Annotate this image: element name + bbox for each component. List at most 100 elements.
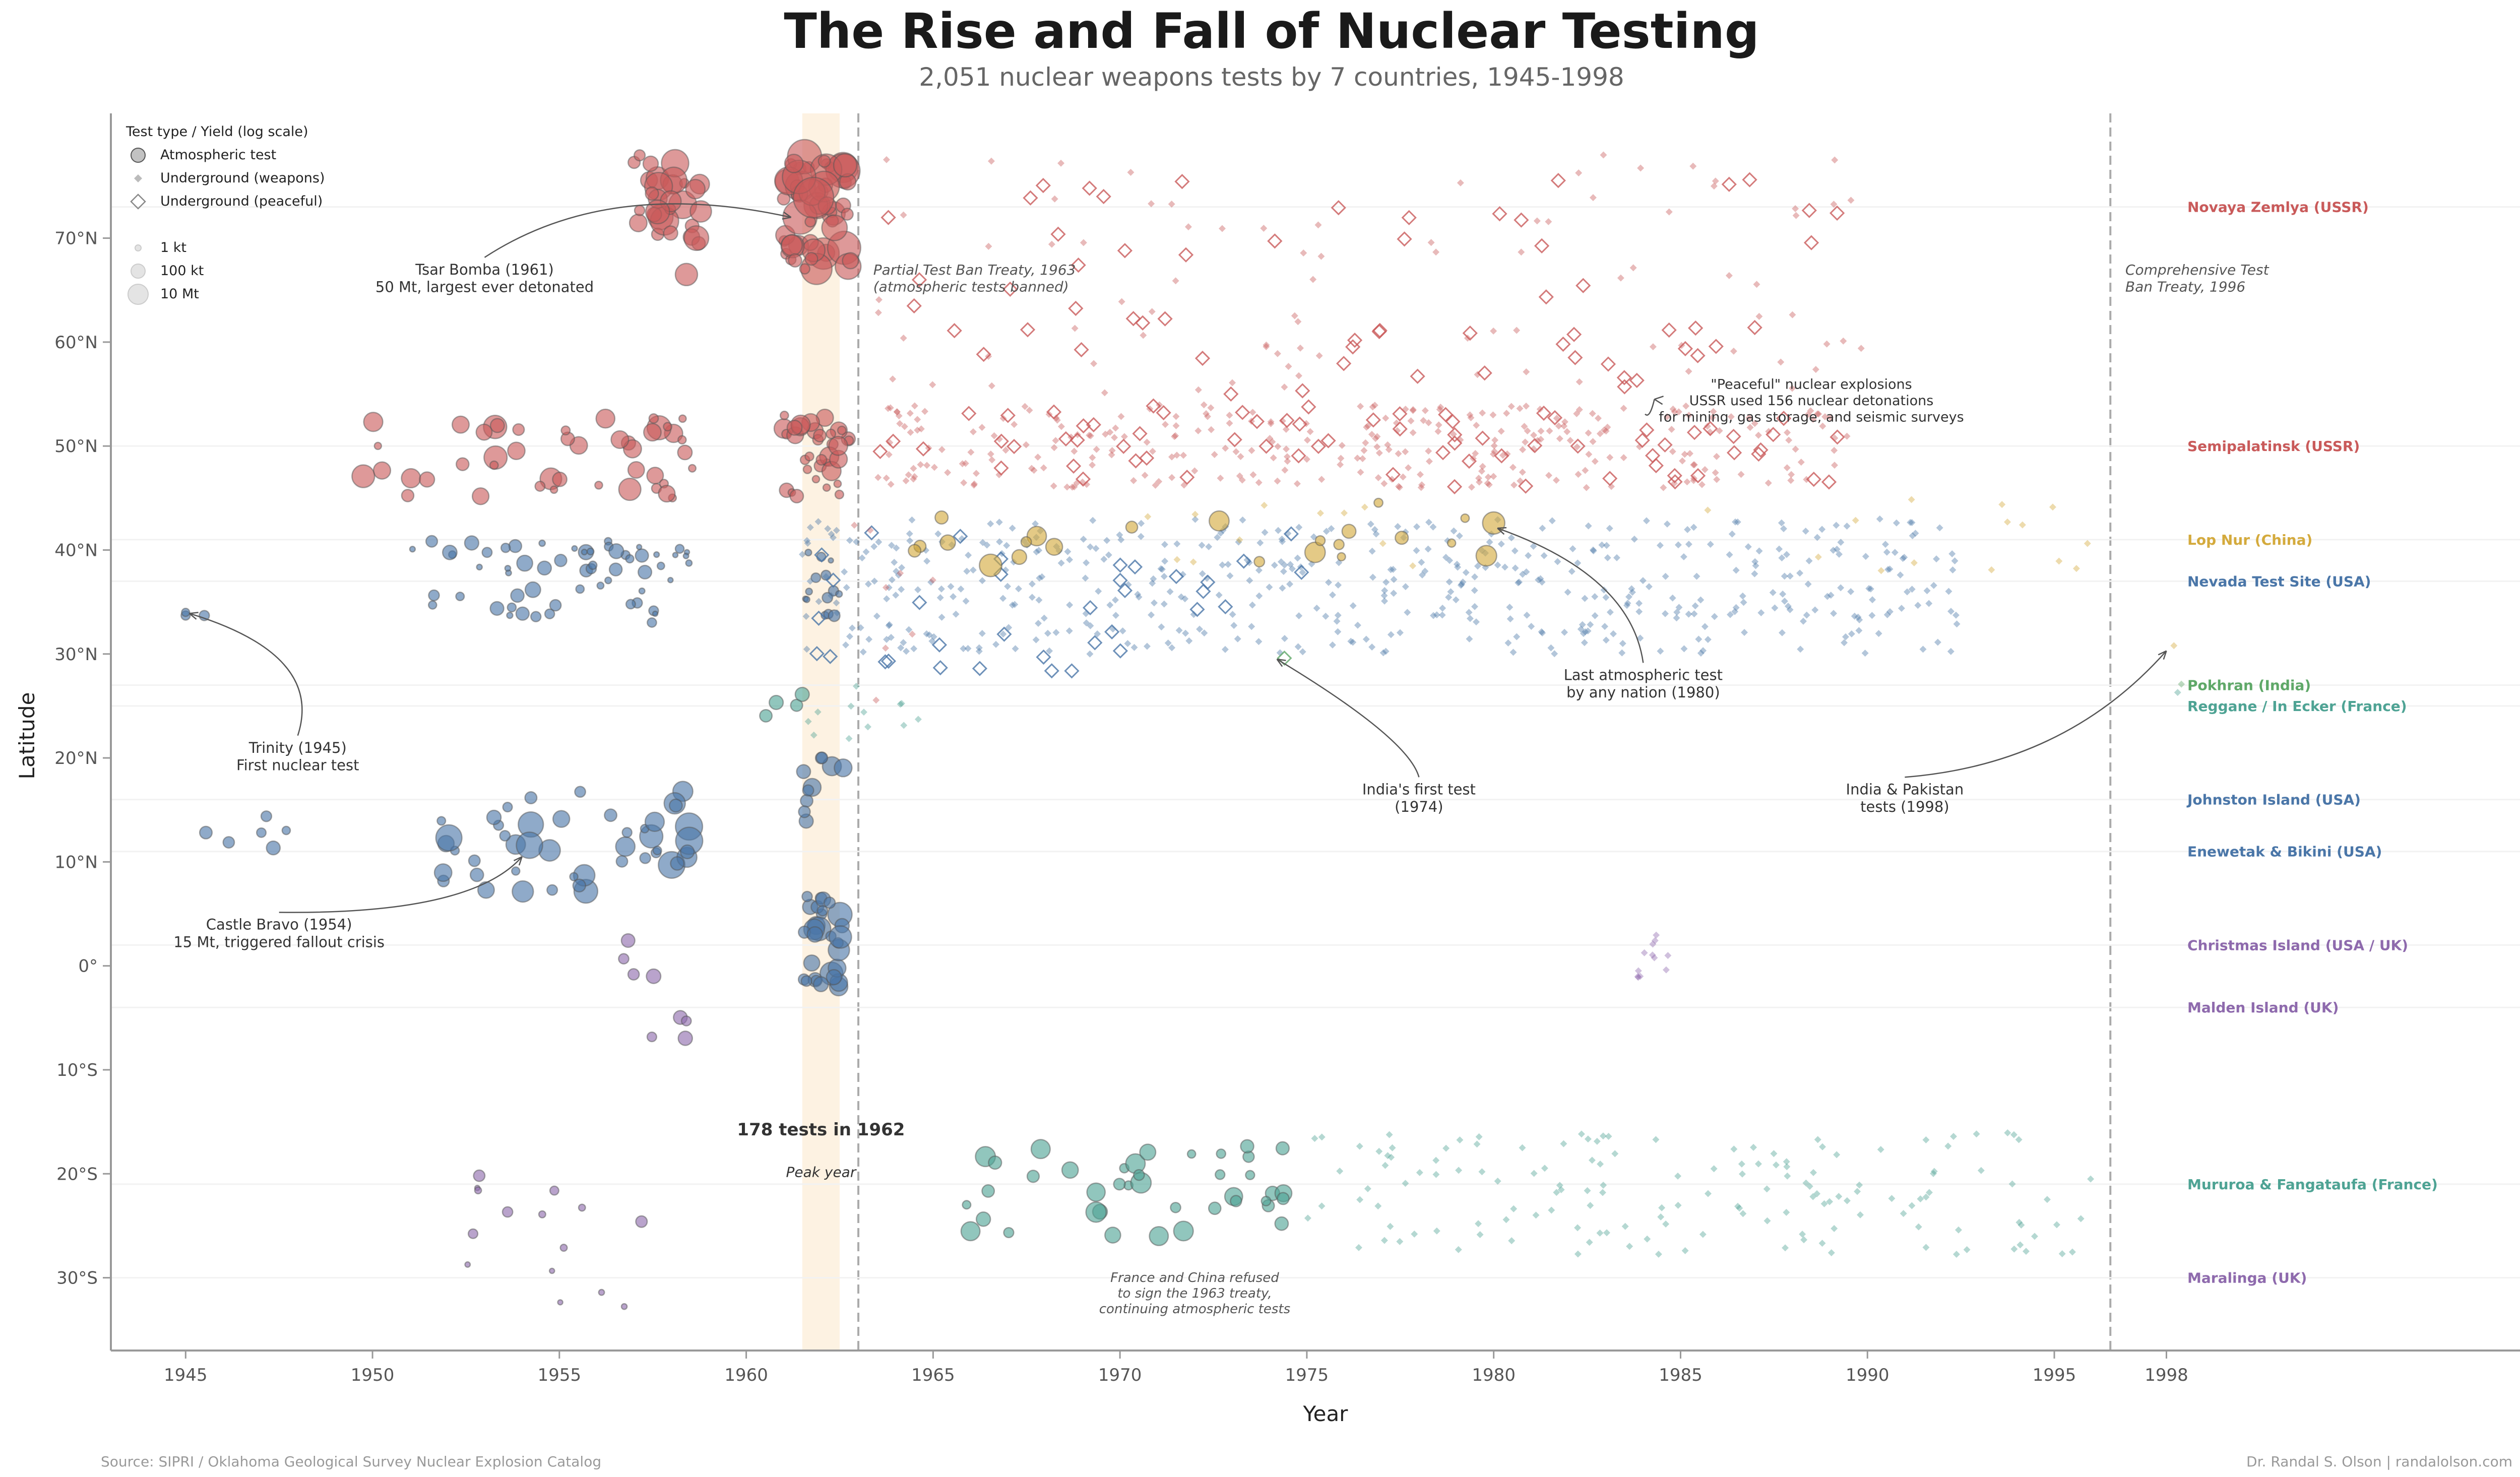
underground-weapons-test-point (1246, 576, 1253, 584)
underground-weapons-test-point (874, 474, 882, 481)
underground-weapons-test-point (923, 557, 931, 565)
underground-weapons-test-point (1208, 426, 1215, 433)
annotation-arrow (189, 613, 303, 736)
underground-weapons-test-point (1082, 574, 1089, 582)
annotation-text: France and China refused (1110, 1270, 1279, 1286)
underground-weapons-test-point (2058, 1250, 2066, 1257)
underground-weapons-test-point (1809, 1193, 1817, 1200)
annotation-text: First nuclear test (236, 757, 359, 774)
underground-weapons-test-point (1643, 517, 1650, 525)
underground-peaceful-test-point (880, 210, 896, 225)
underground-peaceful-test-point (1279, 413, 1295, 428)
underground-weapons-test-point (1925, 1189, 1933, 1196)
underground-weapons-test-point (1754, 1160, 1762, 1168)
underground-weapons-test-point (1490, 442, 1498, 449)
underground-weapons-test-point (874, 309, 882, 316)
underground-weapons-test-point (1599, 1189, 1606, 1196)
underground-peaceful-test-point (1447, 427, 1463, 442)
underground-weapons-test-point (1792, 212, 1800, 219)
underground-peaceful-test-point (1036, 649, 1051, 665)
underground-weapons-test-point (1489, 411, 1497, 419)
atmospheric-test-point (507, 441, 526, 461)
atmospheric-test-point (677, 1031, 694, 1046)
underground-weapons-test-point (1917, 1195, 1924, 1203)
y-tick-label: 10°N (54, 852, 98, 872)
underground-peaceful-test-point (1002, 281, 1018, 297)
atmospheric-test-point (549, 485, 558, 494)
underground-weapons-test-point (1783, 551, 1790, 558)
atmospheric-test-point (471, 487, 490, 505)
atmospheric-test-point (1276, 1192, 1290, 1205)
site-label: Malden Island (UK) (2187, 999, 2339, 1016)
underground-weapons-test-point (851, 522, 858, 529)
atmospheric-test-point (1261, 1195, 1272, 1207)
atmospheric-test-point (680, 844, 695, 860)
underground-weapons-test-point (1222, 444, 1229, 452)
underground-weapons-test-point (990, 432, 998, 439)
underground-weapons-test-point (1930, 1168, 1938, 1175)
underground-weapons-test-point (1255, 479, 1263, 486)
underground-weapons-test-point (1380, 592, 1388, 599)
underground-peaceful-test-point (993, 433, 1009, 449)
underground-weapons-test-point (1497, 540, 1505, 548)
underground-weapons-test-point (1936, 524, 1943, 532)
underground-weapons-test-point (1763, 1217, 1771, 1225)
underground-weapons-test-point (1769, 589, 1777, 596)
underground-peaceful-test-point (1371, 324, 1387, 340)
atmospheric-test-point (800, 794, 813, 808)
underground-weapons-test-point (1476, 1231, 1484, 1239)
atmospheric-test-point (501, 1206, 514, 1218)
underground-peaceful-test-point (1086, 417, 1101, 432)
underground-weapons-test-point (870, 543, 878, 550)
underground-weapons-test-point (1831, 446, 1838, 454)
atmospheric-test-point (549, 599, 562, 612)
underground-weapons-test-point (1901, 553, 1908, 561)
underground-weapons-test-point (1504, 639, 1512, 647)
underground-weapons-test-point (1417, 484, 1425, 491)
underground-weapons-test-point (1506, 615, 1514, 623)
underground-peaceful-test-point (1070, 257, 1086, 273)
atmospheric-test-point (1149, 1226, 1169, 1246)
atmospheric-test-point (817, 154, 831, 168)
underground-weapons-test-point (1035, 596, 1043, 604)
atmospheric-test-point (256, 827, 267, 838)
underground-weapons-test-point (2008, 1180, 2016, 1188)
underground-weapons-test-point (1430, 612, 1437, 619)
annotation-text: Tsar Bomba (1961) (415, 261, 554, 278)
underground-weapons-test-point (883, 474, 890, 482)
underground-weapons-test-point (914, 426, 921, 434)
underground-weapons-test-point (1445, 594, 1453, 601)
underground-weapons-test-point (1574, 559, 1582, 567)
underground-weapons-test-point (804, 540, 811, 547)
underground-weapons-test-point (1606, 454, 1614, 461)
underground-weapons-test-point (1369, 403, 1376, 411)
underground-weapons-test-point (1048, 240, 1055, 248)
underground-weapons-test-point (1573, 410, 1581, 417)
underground-weapons-test-point (1424, 545, 1432, 553)
underground-weapons-test-point (1267, 418, 1275, 426)
underground-weapons-test-point (1837, 539, 1845, 546)
underground-weapons-test-point (1179, 570, 1186, 578)
underground-weapons-test-point (1827, 592, 1835, 599)
underground-weapons-test-point (1507, 534, 1515, 542)
underground-weapons-test-point (1466, 615, 1474, 622)
underground-peaceful-test-point (1139, 450, 1155, 466)
underground-weapons-test-point (1537, 575, 1544, 583)
underground-weapons-test-point (1171, 433, 1178, 440)
underground-weapons-test-point (1653, 931, 1660, 939)
annotation-text: for mining, gas storage, and seismic sur… (1659, 410, 1964, 425)
x-tick-label: 1998 (2145, 1365, 2188, 1385)
atmospheric-test-point (939, 534, 956, 551)
underground-weapons-test-point (1861, 650, 1869, 657)
underground-weapons-test-point (1476, 478, 1483, 486)
underground-weapons-test-point (865, 635, 873, 643)
underground-weapons-test-point (1452, 596, 1460, 604)
credit-note: Dr. Randal S. Olson | randalolson.com (2246, 1453, 2512, 1470)
atmospheric-test-point (806, 926, 824, 943)
underground-weapons-test-point (2077, 1215, 2085, 1223)
underground-weapons-test-point (1248, 601, 1256, 609)
atmospheric-test-point (1125, 521, 1139, 534)
underground-weapons-test-point (900, 334, 907, 342)
underground-weapons-test-point (1606, 608, 1614, 616)
underground-weapons-test-point (1541, 1165, 1548, 1172)
